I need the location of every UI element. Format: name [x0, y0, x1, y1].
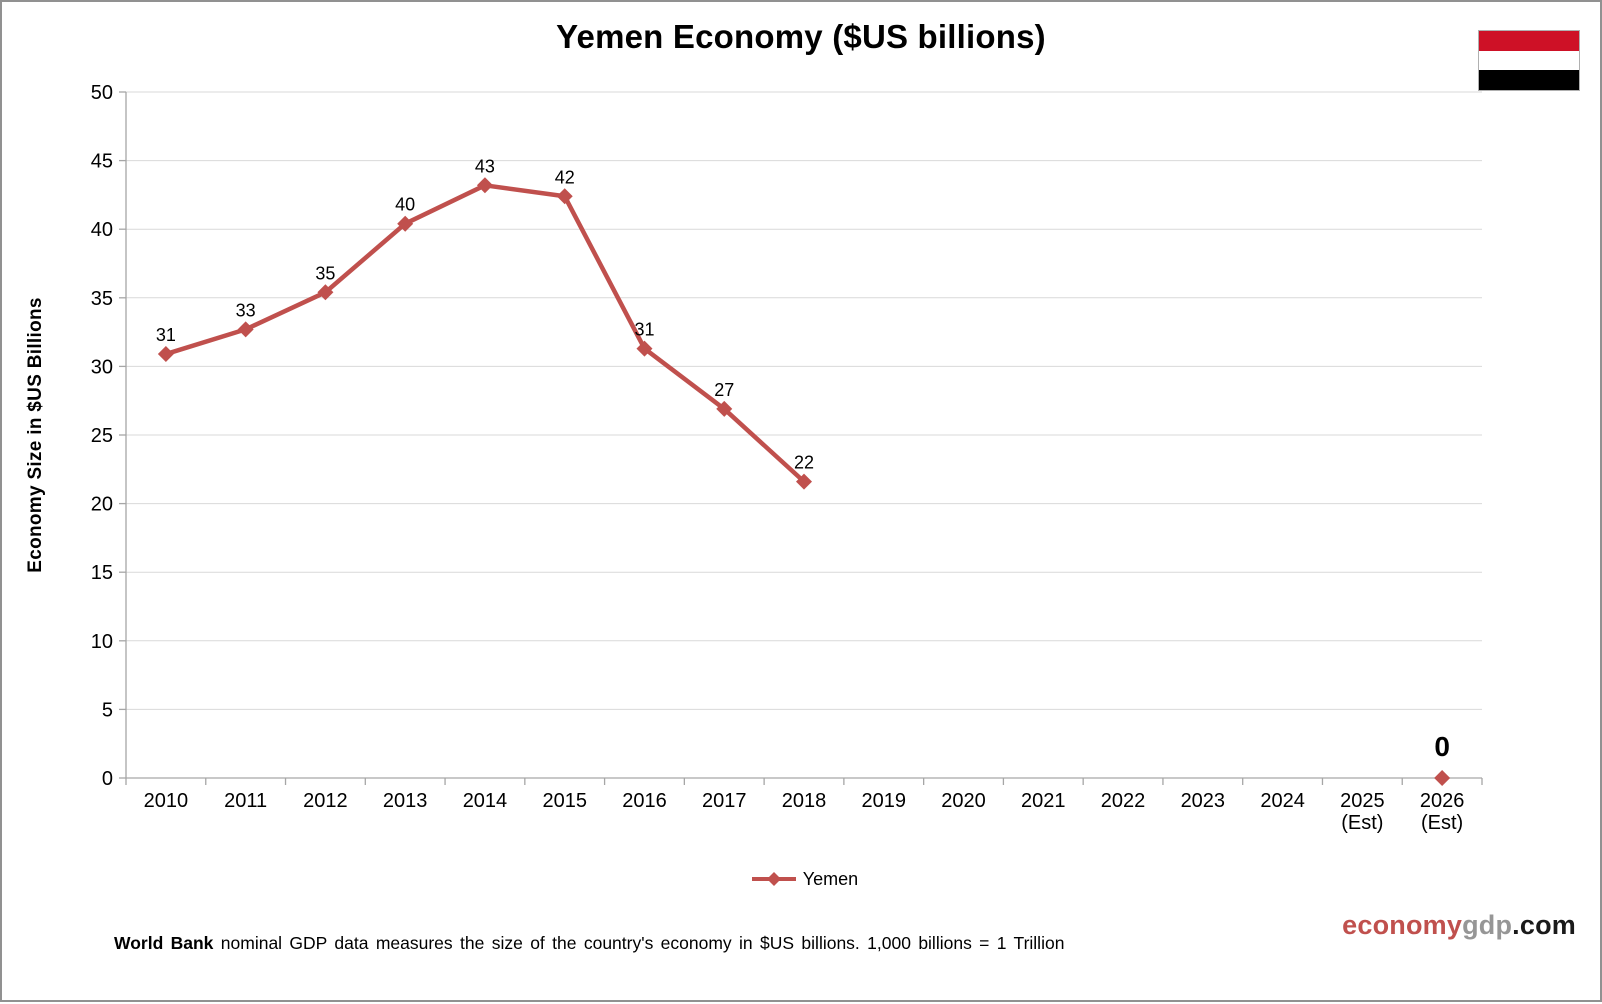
y-tick-label: 50 — [91, 82, 113, 104]
series-marker — [476, 177, 493, 194]
series-line-yemen — [163, 183, 807, 484]
x-tick-label: (Est) — [1341, 812, 1383, 834]
flag-stripe-0 — [1479, 31, 1579, 51]
series-marker — [237, 321, 254, 338]
x-tick-label: (Est) — [1421, 812, 1463, 834]
x-tick-label: 2024 — [1260, 790, 1305, 812]
legend: Yemen — [126, 862, 1482, 896]
x-tick-label: 2016 — [622, 790, 667, 812]
footer-note: World Bank nominal GDP data measures the… — [114, 933, 1064, 954]
x-tick-label: 2020 — [941, 790, 986, 812]
data-label: 27 — [714, 380, 734, 400]
x-tick-label: 2013 — [383, 790, 428, 812]
y-tick-label: 10 — [91, 631, 113, 653]
series-marker — [397, 215, 414, 232]
series-marker — [716, 400, 733, 417]
series-marker — [157, 346, 174, 363]
footer-note-bold: World Bank — [114, 933, 214, 953]
data-label: 43 — [475, 156, 495, 176]
series-marker — [317, 284, 334, 301]
data-label: 22 — [794, 453, 814, 473]
y-tick-label: 5 — [102, 699, 113, 721]
legend-label-yemen: Yemen — [802, 868, 859, 889]
logo-part-economy: economy — [1342, 910, 1463, 940]
x-tick-label: 2021 — [1021, 790, 1066, 812]
x-tick-label: 2023 — [1181, 790, 1226, 812]
data-label: 42 — [555, 167, 575, 187]
chart-title: Yemen Economy ($US billions) — [556, 18, 1046, 55]
data-label: 31 — [634, 320, 654, 340]
series-marker — [556, 188, 573, 205]
legend-marker-icon — [751, 872, 796, 886]
x-tick-label: 2018 — [782, 790, 827, 812]
x-tick-label: 2010 — [144, 790, 189, 812]
data-label: 0 — [1434, 731, 1450, 762]
logo-part-gdp: gdp — [1462, 910, 1513, 940]
y-tick-label: 45 — [91, 151, 113, 173]
data-label: 31 — [156, 325, 176, 345]
y-tick-label: 30 — [91, 356, 113, 378]
y-tick-label: 15 — [91, 562, 113, 584]
data-label: 40 — [395, 195, 415, 215]
y-tick-label: 35 — [91, 288, 113, 310]
x-tick-label: 2014 — [463, 790, 508, 812]
x-tick-label: 2025 — [1340, 790, 1385, 812]
x-tick-label: 2011 — [224, 790, 267, 812]
site-logo: economygdp.com — [1342, 910, 1576, 941]
series-marker — [796, 473, 812, 490]
x-tick-label: 2017 — [702, 790, 747, 812]
data-label: 33 — [236, 300, 256, 320]
y-tick-label: 20 — [91, 494, 113, 516]
logo-part-com: .com — [1512, 910, 1576, 940]
series-marker — [636, 340, 653, 357]
y-tick-label: 25 — [91, 425, 113, 447]
x-tick-label: 2019 — [862, 790, 907, 812]
y-tick-label: 40 — [91, 219, 113, 241]
data-label: 35 — [315, 263, 335, 283]
footer-note-text: nominal GDP data measures the size of th… — [213, 933, 1065, 953]
y-tick-label: 0 — [102, 768, 113, 790]
x-tick-label: 2015 — [542, 790, 587, 812]
x-tick-label: 2012 — [303, 790, 348, 812]
x-tick-label: 2026 — [1420, 790, 1465, 812]
yemen-flag — [1478, 30, 1580, 91]
flag-stripe-2 — [1479, 70, 1579, 91]
flag-stripe-1 — [1479, 50, 1579, 71]
x-tick-label: 2022 — [1101, 790, 1146, 812]
series-marker — [1434, 770, 1451, 786]
